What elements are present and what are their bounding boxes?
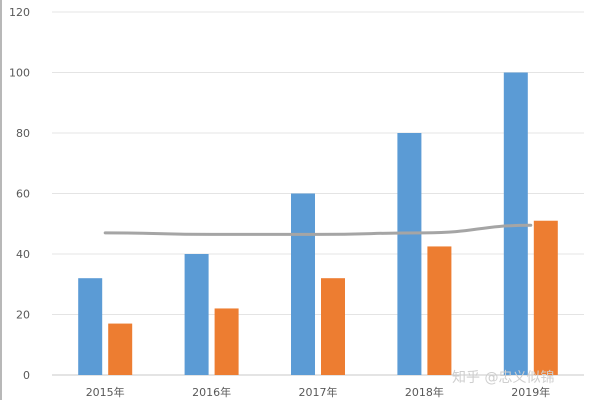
x-axis-ticks: 2015年 2016年 2017年 2018年 2019年 <box>86 385 551 399</box>
x-category-label: 2017年 <box>299 385 338 399</box>
bars <box>78 72 558 375</box>
x-category-label: 2015年 <box>86 385 125 399</box>
bar-series-1 <box>78 278 103 375</box>
left-edge-divider <box>0 0 2 400</box>
y-tick-label: 60 <box>16 188 30 201</box>
trend-line <box>103 223 533 236</box>
y-axis-ticks: 0 20 40 60 80 100 120 <box>9 6 30 382</box>
bar-series-1 <box>291 193 315 375</box>
bar-series-1 <box>503 72 528 375</box>
bar-series-2 <box>108 323 133 375</box>
y-tick-label: 100 <box>9 67 30 80</box>
bar-series-1 <box>397 133 422 375</box>
bar-series-1 <box>184 254 209 375</box>
bar-series-2 <box>427 246 452 375</box>
x-category-label: 2019年 <box>511 385 550 399</box>
y-tick-label: 80 <box>16 127 30 140</box>
bar-series-2 <box>214 308 239 375</box>
bar-series-2 <box>533 220 558 375</box>
y-tick-label: 40 <box>16 248 30 261</box>
bar-series-2 <box>321 278 345 375</box>
y-tick-label: 20 <box>16 309 30 322</box>
trend-line-layer <box>103 223 533 236</box>
gridlines <box>52 11 584 376</box>
y-tick-label: 120 <box>9 6 30 19</box>
y-tick-label: 0 <box>23 369 30 382</box>
x-category-label: 2018年 <box>405 385 444 399</box>
watermark: 知乎 @忠义似锦 <box>452 369 554 386</box>
x-category-label: 2016年 <box>192 385 231 399</box>
